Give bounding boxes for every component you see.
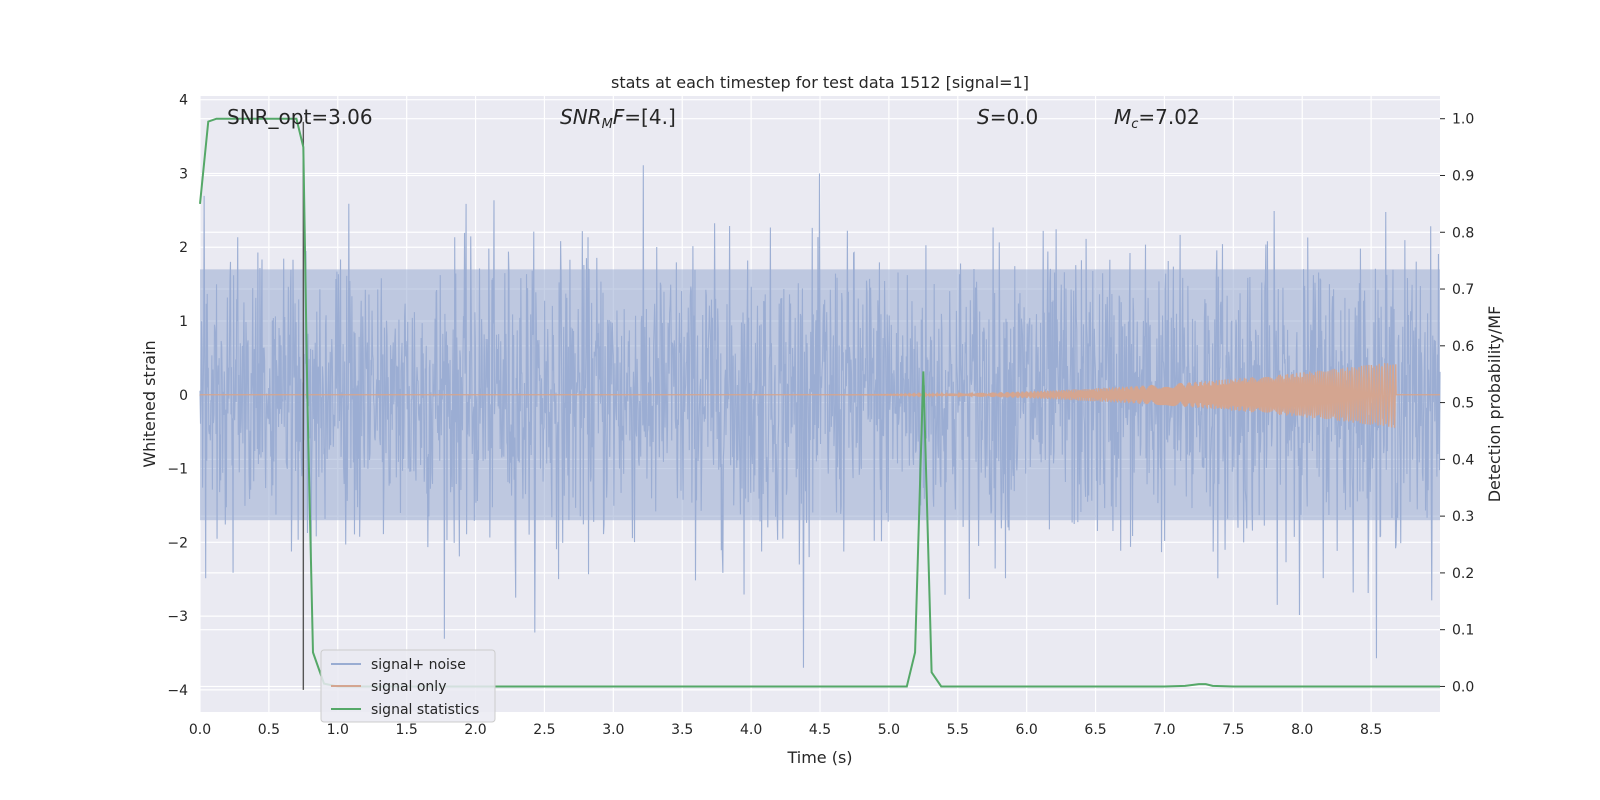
legend: signal+ noise signal only signal statist…: [320, 649, 496, 723]
y-right-tick-label: 0.1: [1452, 623, 1474, 639]
x-tick-label: 7.0: [1153, 722, 1175, 738]
x-tick-label: 2.0: [464, 722, 486, 738]
y-left-tick-label: −4: [167, 683, 188, 699]
x-tick-label: 1.0: [327, 722, 349, 738]
x-tick-label: 6.0: [1016, 722, 1038, 738]
x-tick-label: 4.5: [809, 722, 831, 738]
annotation-s-rest: =0.0: [990, 105, 1039, 129]
y-right-tick-label: 0.0: [1452, 679, 1474, 695]
legend-label-signal-statistics: signal statistics: [371, 702, 479, 718]
x-tick-label: 5.5: [947, 722, 969, 738]
y-right-tick-label: 0.7: [1452, 282, 1474, 298]
y-axis-label-left: Whitened strain: [140, 340, 159, 467]
x-tick-label: 1.5: [396, 722, 418, 738]
y-left-tick-label: −2: [167, 535, 188, 551]
legend-box: [320, 649, 496, 723]
annotation-mc-rest: =7.02: [1138, 105, 1199, 129]
y-right-ticks: 1.0 0.9 0.8 0.7 0.6 0.5 0.4 0.3 0.2 0.1 0.0: [1440, 112, 1474, 695]
x-tick-label: 5.0: [878, 722, 900, 738]
series-signal-statistics: [199, 117, 1440, 688]
x-tick-label: 7.5: [1222, 722, 1244, 738]
y-axis-label-right: Detection probability/MF: [1485, 306, 1504, 503]
annotation-snr-opt: SNR_opt=3.06: [227, 105, 373, 129]
y-left-tick-label: −3: [167, 609, 188, 625]
x-tick-label: 2.5: [533, 722, 555, 738]
y-right-tick-label: 0.5: [1452, 396, 1474, 412]
x-tick-label: 3.5: [671, 722, 693, 738]
y-left-tick-label: 0: [179, 388, 188, 404]
y-left-tick-label: 2: [179, 240, 188, 256]
y-right-tick-label: 0.3: [1452, 509, 1474, 525]
y-right-tick-label: 0.2: [1452, 566, 1474, 582]
y-right-tick-label: 0.4: [1452, 452, 1474, 468]
y-left-tick-label: 1: [179, 314, 188, 330]
x-tick-label: 6.5: [1084, 722, 1106, 738]
x-tick-label: 0.0: [189, 722, 211, 738]
y-left-ticks: 4 3 2 1 0 −1 −2 −3 −4: [167, 93, 188, 699]
annotation-s-italic: S: [977, 105, 990, 129]
legend-label-signal-only: signal only: [371, 679, 446, 695]
annotation-s: S=0.0: [977, 105, 1038, 129]
annotation-mc-base: M: [1114, 105, 1131, 129]
y-right-tick-label: 0.9: [1452, 168, 1474, 184]
x-axis-label: Time (s): [786, 748, 852, 767]
annotation-snr-mf: SNRMF=[4.]: [560, 105, 676, 132]
annotation-snr-mf-rest: F=[4.]: [613, 105, 676, 129]
x-tick-label: 3.0: [602, 722, 624, 738]
legend-label-signal-noise: signal+ noise: [371, 657, 466, 673]
x-ticks: 0.0 0.5 1.0 1.5 2.0 2.5 3.0 3.5 4.0 4.5 5.0 5.5 6.0 6…: [189, 722, 1382, 738]
series-layer: [199, 117, 1441, 690]
annotation-mc-sub: c: [1131, 117, 1138, 132]
y-right-tick-label: 0.8: [1452, 225, 1474, 241]
y-right-tick-label: 0.6: [1452, 339, 1474, 355]
x-tick-label: 4.0: [740, 722, 762, 738]
x-tick-label: 8.0: [1291, 722, 1313, 738]
chart-title: stats at each timestep for test data 151…: [611, 73, 1029, 92]
y-right-tick-label: 1.0: [1452, 112, 1474, 128]
x-tick-label: 0.5: [258, 722, 280, 738]
y-left-tick-label: −1: [167, 462, 188, 478]
y-left-tick-label: 3: [179, 166, 188, 182]
annotation-snr-mf-base: SNR: [560, 105, 602, 129]
series-signal-only: [199, 363, 1440, 428]
x-tick-label: 8.5: [1360, 722, 1382, 738]
annotation-snr-mf-sub: M: [602, 117, 613, 132]
y-left-tick-label: 4: [179, 93, 188, 109]
annotation-mc: Mc=7.02: [1114, 105, 1200, 132]
